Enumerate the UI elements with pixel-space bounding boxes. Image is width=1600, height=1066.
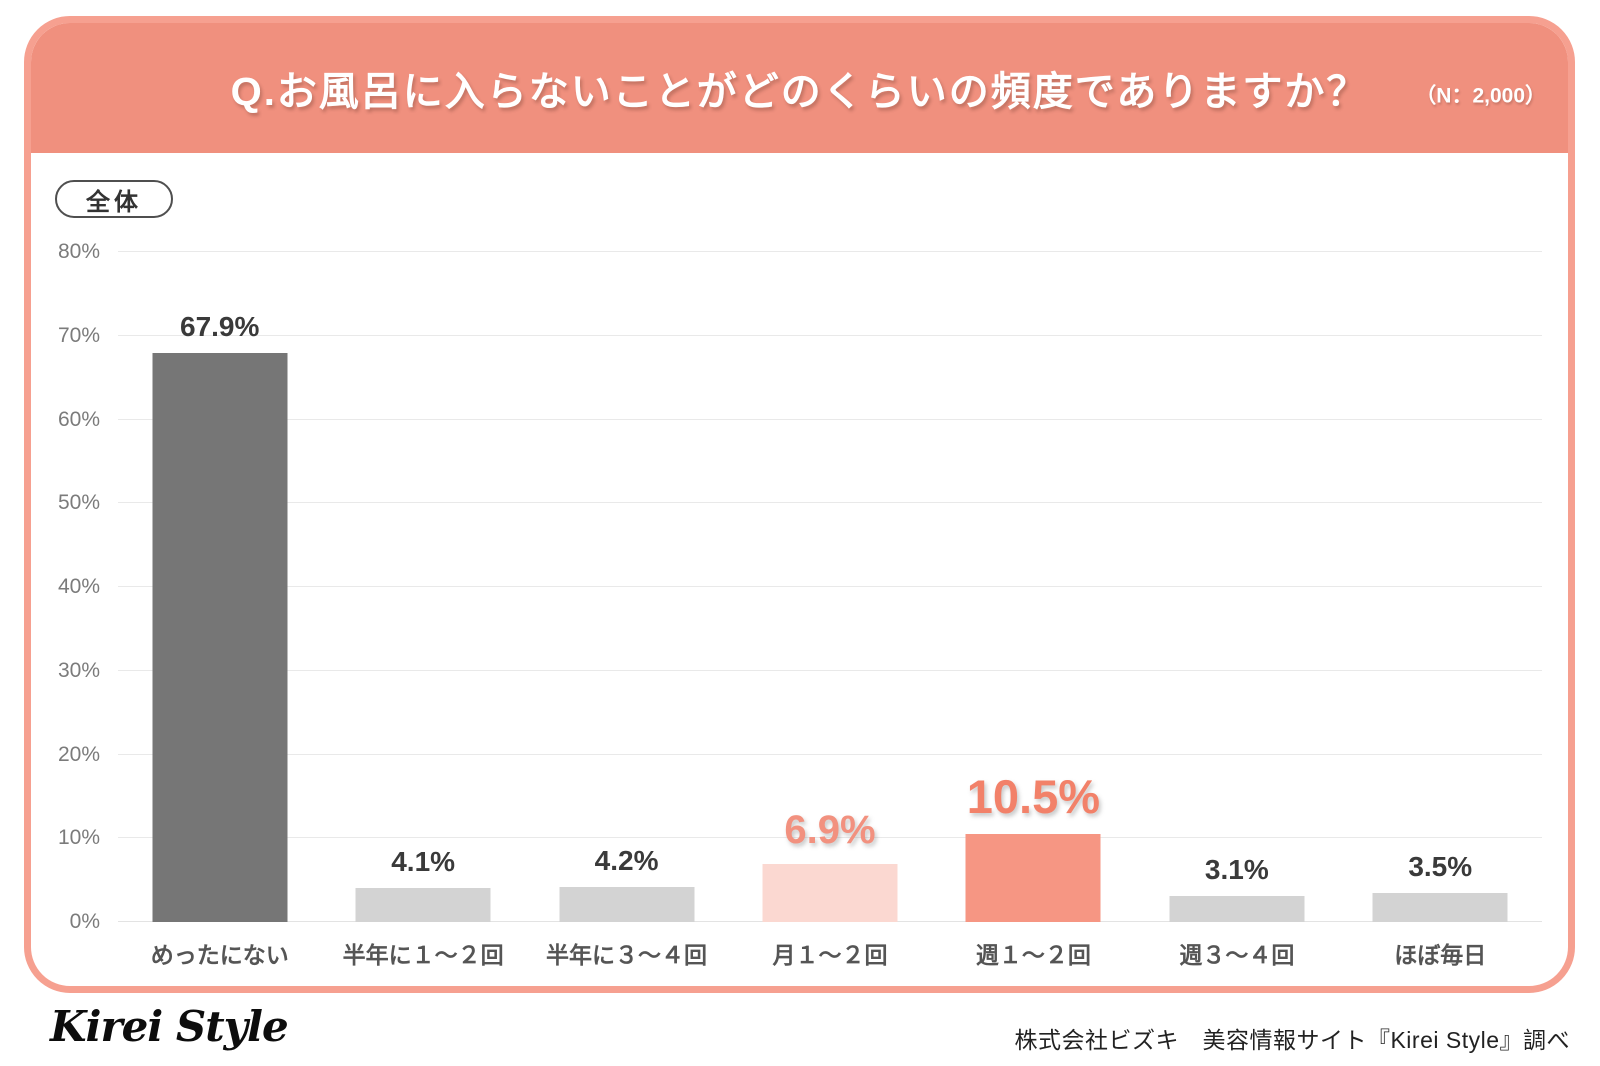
question-title: Q.お風呂に入らないことがどのくらいの頻度でありますか？ xyxy=(230,70,1369,114)
category-label: 週３～４回 xyxy=(1179,942,1295,968)
sample-size: （N：2,000） xyxy=(1415,84,1546,108)
y-tick-label: 40% xyxy=(57,575,100,598)
value-label: 10.5% xyxy=(966,770,1101,824)
y-tick-label: 50% xyxy=(57,491,100,515)
category-label: めったにない xyxy=(150,942,289,968)
chart-column: 4.1% 半年に１～２回 xyxy=(321,252,524,968)
gridline-70% xyxy=(118,334,1542,336)
value-label: 67.9% xyxy=(180,311,260,343)
gridline-20% xyxy=(118,753,1542,755)
chart-column: 6.9% 月１～２回 xyxy=(728,252,931,968)
bar xyxy=(152,353,288,922)
category-label: 月１～２回 xyxy=(772,942,888,968)
bar-chart: 0% 10% 20% 30% 40% 50% 60% 70% 80% 67.9% めったにない 4.… xyxy=(58,240,1542,968)
value-label: 4.2% xyxy=(594,844,659,876)
category-label: 半年に１～２回 xyxy=(342,942,504,968)
y-tick-label: 30% xyxy=(57,658,100,682)
y-tick-label: 0% xyxy=(69,910,100,933)
gridline-80% xyxy=(118,251,1542,252)
value-label: 3.5% xyxy=(1408,850,1473,882)
segment-badge-label: 全体 xyxy=(86,188,142,216)
kirei-style-logo: Kirei Style xyxy=(50,1002,289,1051)
bar xyxy=(1372,892,1508,922)
gridline-40% xyxy=(118,586,1542,587)
value-label: 4.1% xyxy=(391,845,456,877)
bar xyxy=(559,886,695,922)
y-tick-label: 70% xyxy=(57,323,100,347)
y-tick-label: 10% xyxy=(57,826,100,850)
question-header: Q.お風呂に入らないことがどのくらいの頻度でありますか？ （N：2,000） xyxy=(31,23,1568,153)
bar xyxy=(762,864,898,922)
gridline-50% xyxy=(118,502,1542,504)
chart-column: 67.9% めったにない xyxy=(118,252,321,968)
category-label: 半年に３～４回 xyxy=(546,942,708,968)
y-tick-label: 60% xyxy=(57,407,100,431)
chart-column: 3.1% 週３～４回 xyxy=(1135,252,1338,968)
chart-bars: 67.9% めったにない 4.1% 半年に１～２回 4.2% 半年に３～４回 6.9% 月１～… xyxy=(118,252,1542,968)
segment-badge: 全体 xyxy=(55,180,173,218)
bar xyxy=(965,834,1101,922)
gridline-30% xyxy=(118,669,1542,671)
value-label: 6.9% xyxy=(784,808,876,853)
chart-column: 4.2% 半年に３～４回 xyxy=(525,252,728,968)
survey-credit: 株式会社ビズキ 美容情報サイト『Kirei Style』調べ xyxy=(1014,1027,1570,1053)
y-tick-label: 20% xyxy=(57,742,100,766)
category-label: 週１～２回 xyxy=(975,942,1091,968)
chart-column: 3.5% ほぼ毎日 xyxy=(1339,252,1542,968)
value-label: 3.1% xyxy=(1204,854,1269,886)
gridline-10% xyxy=(118,837,1542,839)
gridline-60% xyxy=(118,418,1542,420)
y-tick-label: 80% xyxy=(57,240,100,263)
bar xyxy=(355,887,491,922)
bar xyxy=(1169,896,1305,922)
chart-column: 10.5% 週１～２回 xyxy=(932,252,1135,968)
category-label: ほぼ毎日 xyxy=(1394,942,1487,968)
